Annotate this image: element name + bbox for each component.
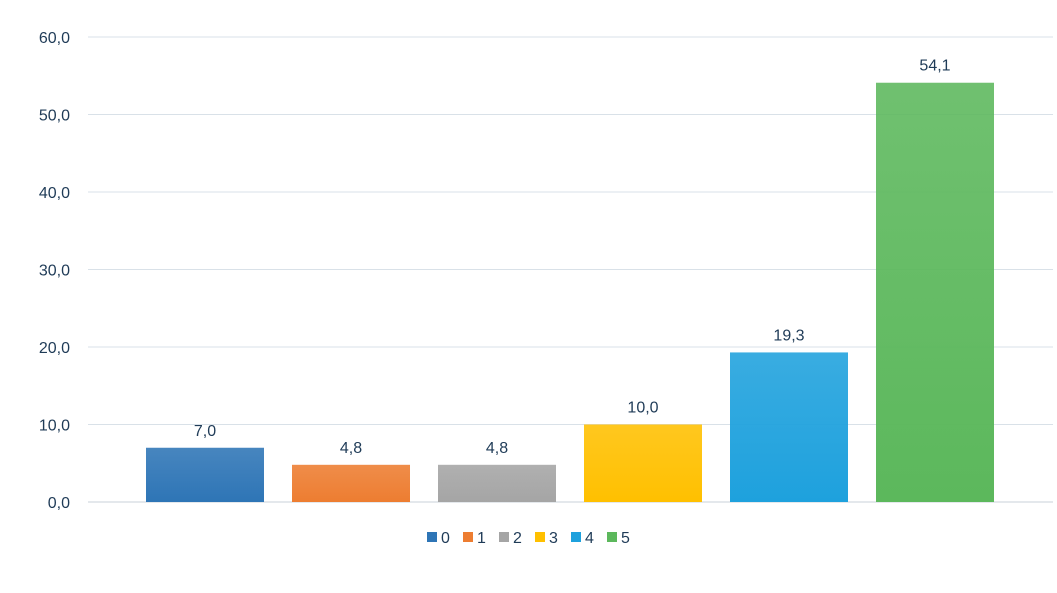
- legend-label-1: 1: [477, 530, 486, 547]
- y-tick-label: 60,0: [39, 30, 70, 47]
- y-tick-label: 0,0: [48, 495, 70, 512]
- y-tick-label: 50,0: [39, 108, 70, 125]
- data-label-1: 4,8: [340, 440, 362, 457]
- y-tick-label: 20,0: [39, 340, 70, 357]
- bar-1: [292, 464, 410, 502]
- data-label-3: 10,0: [627, 400, 658, 417]
- y-axis-tick-labels: 0,0 10,0 20,0 30,0 40,0 50,0 60,0: [39, 30, 70, 512]
- legend-label-0: 0: [441, 530, 450, 547]
- legend-swatch-4: [571, 532, 581, 542]
- data-label-0: 7,0: [194, 423, 216, 440]
- legend-swatch-3: [535, 532, 545, 542]
- legend-swatch-5: [607, 532, 617, 542]
- legend-swatch-1: [463, 532, 473, 542]
- legend: 0 1 2 3 4 5: [427, 530, 630, 547]
- bar-0: [146, 447, 264, 502]
- bars: [146, 82, 994, 502]
- data-label-4: 19,3: [773, 327, 804, 344]
- y-tick-label: 10,0: [39, 418, 70, 435]
- bar-2: [438, 464, 556, 502]
- bar-3: [584, 424, 702, 502]
- legend-swatch-0: [427, 532, 437, 542]
- bar-5: [876, 82, 994, 502]
- data-labels: 7,0 4,8 4,8 10,0 19,3 54,1: [194, 58, 951, 457]
- data-label-5: 54,1: [919, 58, 950, 75]
- data-label-2: 4,8: [486, 440, 508, 457]
- y-tick-label: 30,0: [39, 263, 70, 280]
- legend-label-2: 2: [513, 530, 522, 547]
- gridlines: [88, 36, 1053, 503]
- bar-4: [730, 352, 848, 502]
- legend-label-4: 4: [585, 530, 594, 547]
- y-tick-label: 40,0: [39, 185, 70, 202]
- legend-swatch-2: [499, 532, 509, 542]
- legend-label-3: 3: [549, 530, 558, 547]
- legend-label-5: 5: [621, 530, 630, 547]
